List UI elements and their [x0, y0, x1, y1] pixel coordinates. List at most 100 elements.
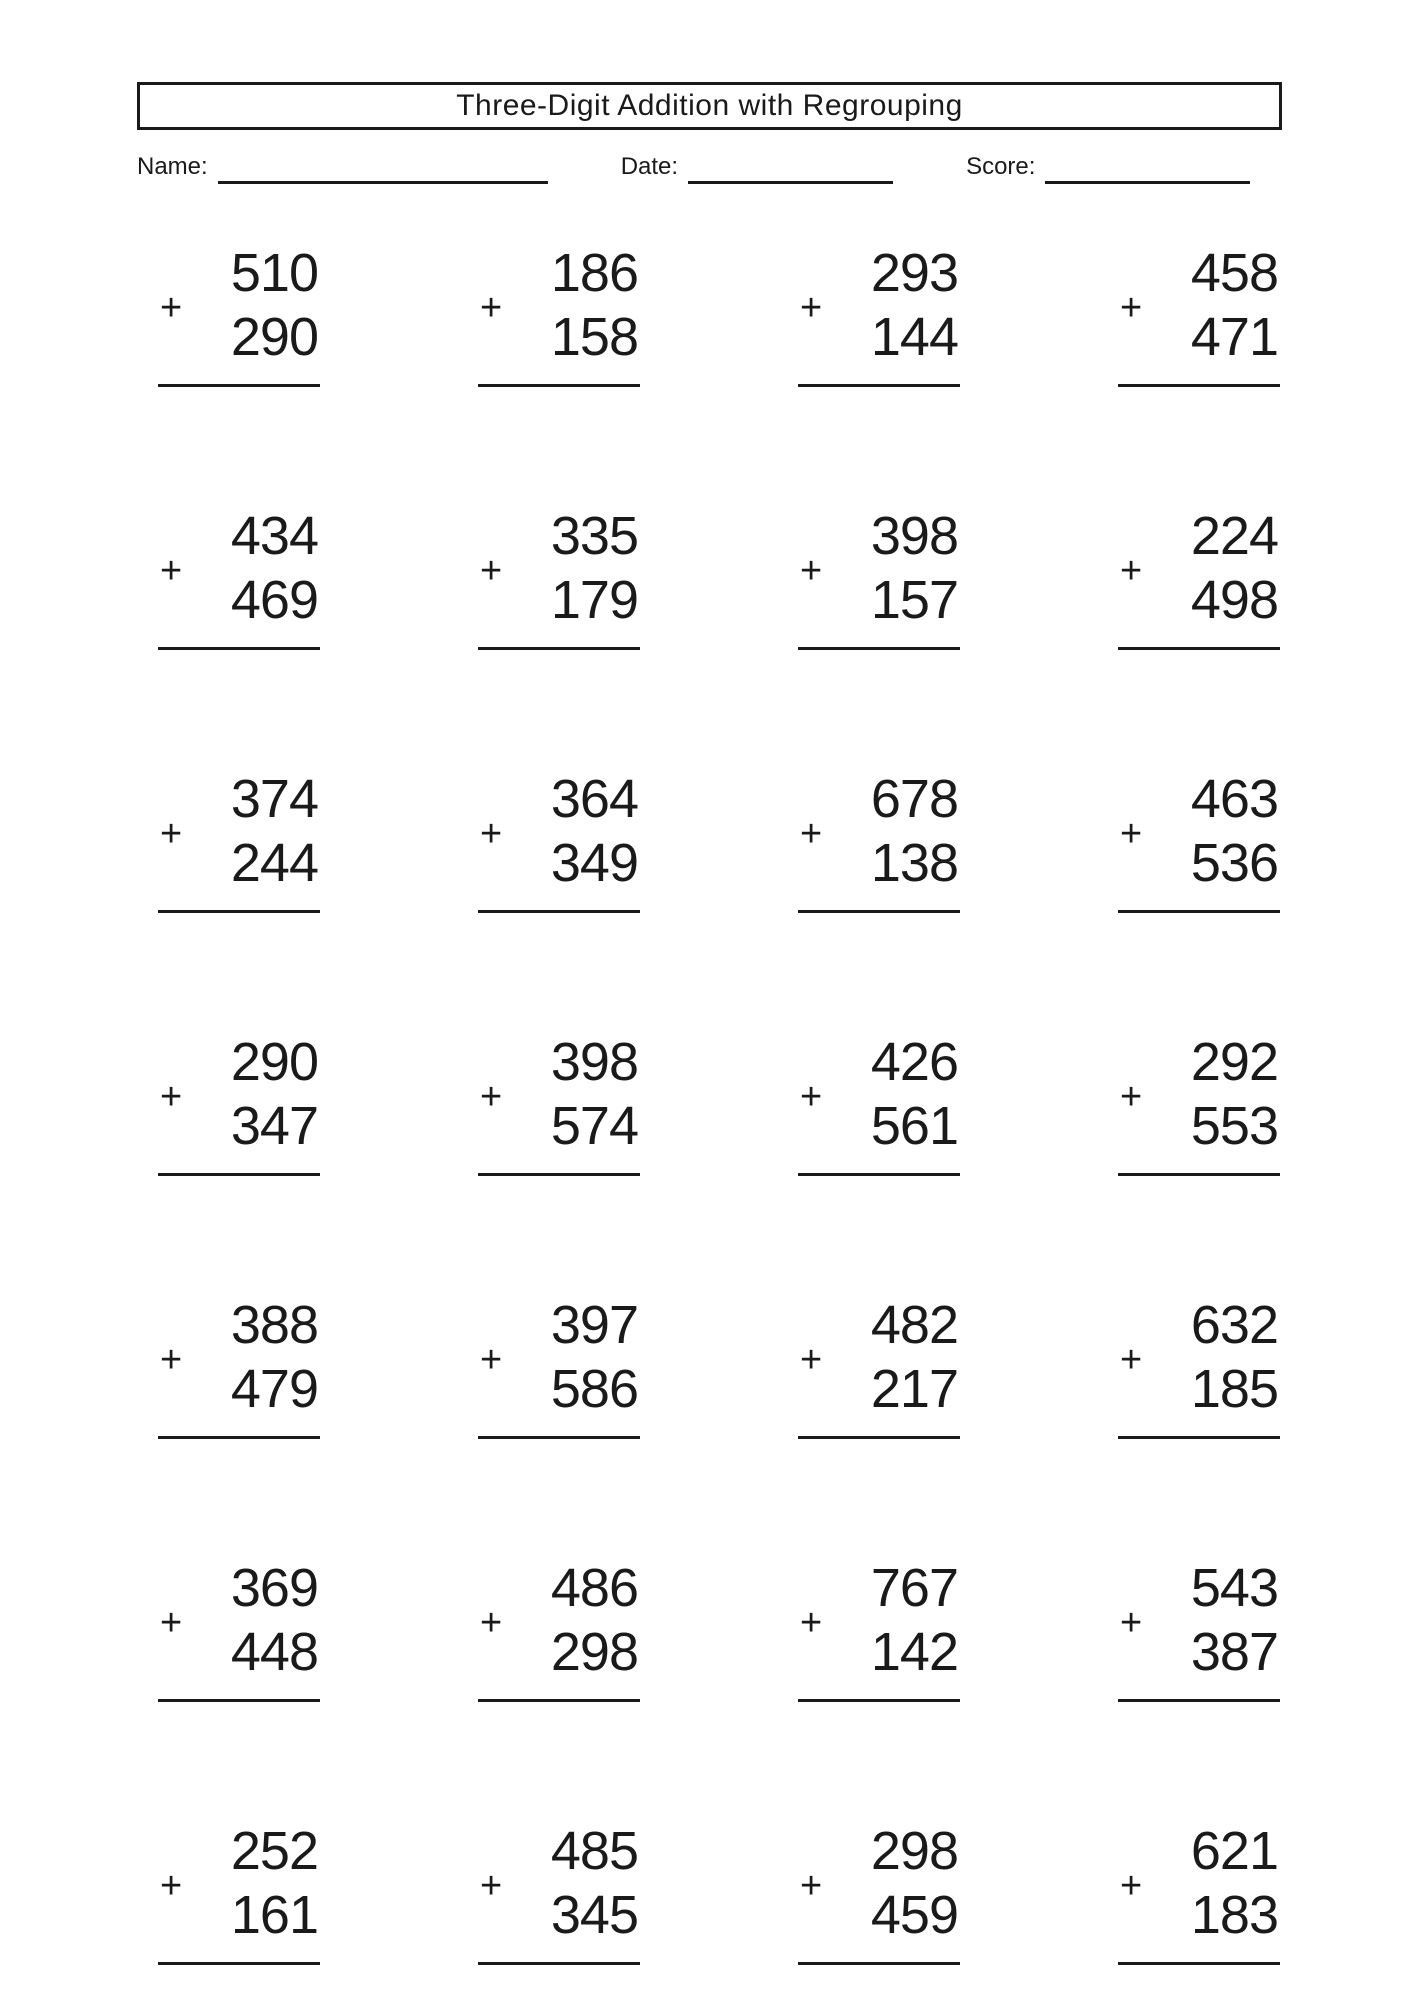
plus-operator: +: [800, 287, 823, 329]
plus-operator: +: [480, 287, 503, 329]
plus-operator: +: [1120, 1076, 1143, 1118]
plus-operator: +: [1120, 1602, 1143, 1644]
addition-problem: + 426 561: [798, 1035, 960, 1176]
top-addend: 397: [550, 1295, 639, 1355]
answer-line: [478, 910, 640, 913]
top-addend: 293: [870, 243, 959, 303]
bottom-addend: 536: [1190, 833, 1279, 893]
top-addend: 458: [1190, 243, 1279, 303]
bottom-addend: 553: [1190, 1096, 1279, 1156]
answer-line: [158, 1699, 320, 1702]
addition-problem: + 388 479: [158, 1295, 320, 1439]
addition-problem: + 678 138: [798, 769, 960, 913]
plus-operator: +: [480, 813, 503, 855]
bottom-addend: 183: [1190, 1885, 1279, 1945]
bottom-addend: 347: [230, 1096, 319, 1156]
bottom-addend: 157: [870, 570, 959, 630]
answer-line: [1118, 647, 1280, 650]
bottom-addend: 586: [550, 1359, 639, 1419]
addition-problem: + 486 298: [478, 1558, 640, 1702]
answer-line: [798, 910, 960, 913]
bottom-addend: 345: [550, 1885, 639, 1945]
answer-line: [1118, 1699, 1280, 1702]
top-addend: 388: [230, 1295, 319, 1355]
top-addend: 335: [550, 506, 639, 566]
answer-line: [158, 1173, 320, 1176]
top-addend: 510: [230, 243, 319, 303]
top-addend: 398: [550, 1032, 639, 1092]
problems-grid: + 510 290 + 186 158 + 293 144 + 458 471 …: [158, 243, 1280, 1965]
top-addend: 186: [550, 243, 639, 303]
bottom-addend: 290: [230, 307, 319, 367]
answer-line: [1118, 1962, 1280, 1965]
addition-problem: + 252 161: [158, 1824, 320, 1965]
answer-line: [158, 1436, 320, 1439]
addition-problem: + 621 183: [1118, 1824, 1280, 1965]
addition-problem: + 463 536: [1118, 772, 1280, 913]
plus-operator: +: [1120, 1339, 1143, 1381]
bottom-addend: 471: [1190, 307, 1279, 367]
page-title: Three-Digit Addition with Regrouping: [456, 89, 963, 122]
plus-operator: +: [160, 1865, 183, 1907]
addition-problem: + 369 448: [158, 1561, 320, 1702]
answer-line: [1118, 384, 1280, 387]
bottom-addend: 158: [550, 307, 639, 367]
top-addend: 543: [1190, 1558, 1279, 1618]
addition-problem: + 398 157: [798, 506, 960, 650]
answer-line: [478, 1173, 640, 1176]
addition-problem: + 543 387: [1118, 1558, 1280, 1702]
top-addend: 298: [870, 1821, 959, 1881]
top-addend: 398: [870, 506, 959, 566]
addition-problem: + 298 459: [798, 1821, 960, 1965]
name-label: Name:: [137, 153, 208, 180]
date-field: Date:: [620, 150, 894, 184]
bottom-addend: 479: [230, 1359, 319, 1419]
plus-operator: +: [160, 813, 183, 855]
top-addend: 767: [870, 1558, 959, 1618]
plus-operator: +: [800, 1076, 823, 1118]
bottom-addend: 469: [230, 570, 319, 630]
answer-line: [478, 1962, 640, 1965]
answer-line: [798, 384, 960, 387]
date-blank-line: [688, 151, 894, 184]
plus-operator: +: [480, 1076, 503, 1118]
addition-problem: + 510 290: [158, 243, 320, 387]
score-field: Score:: [966, 150, 1251, 184]
bottom-addend: 185: [1190, 1359, 1279, 1419]
plus-operator: +: [1120, 1865, 1143, 1907]
bottom-addend: 298: [550, 1622, 639, 1682]
header-fields: Name: Date: Score:: [137, 150, 1282, 184]
plus-operator: +: [160, 287, 183, 329]
bottom-addend: 448: [230, 1622, 319, 1682]
plus-operator: +: [1120, 813, 1143, 855]
addition-problem: + 335 179: [478, 506, 640, 650]
answer-line: [798, 1436, 960, 1439]
date-label: Date:: [620, 153, 679, 180]
top-addend: 292: [1190, 1032, 1279, 1092]
plus-operator: +: [800, 1865, 823, 1907]
top-addend: 290: [230, 1032, 319, 1092]
bottom-addend: 161: [230, 1885, 319, 1945]
answer-line: [1118, 1173, 1280, 1176]
top-addend: 486: [550, 1558, 639, 1618]
top-addend: 678: [870, 769, 959, 829]
addition-problem: + 186 158: [478, 243, 640, 387]
name-blank-line: [217, 151, 548, 184]
answer-line: [158, 1962, 320, 1965]
addition-problem: + 398 574: [478, 1032, 640, 1176]
plus-operator: +: [1120, 550, 1143, 592]
plus-operator: +: [160, 550, 183, 592]
bottom-addend: 217: [870, 1359, 959, 1419]
plus-operator: +: [1120, 287, 1143, 329]
top-addend: 434: [230, 506, 319, 566]
bottom-addend: 498: [1190, 570, 1279, 630]
bottom-addend: 142: [870, 1622, 959, 1682]
answer-line: [798, 1962, 960, 1965]
addition-problem: + 434 469: [158, 506, 320, 650]
top-addend: 224: [1190, 506, 1279, 566]
addition-problem: + 767 142: [798, 1558, 960, 1702]
bottom-addend: 574: [550, 1096, 639, 1156]
plus-operator: +: [480, 550, 503, 592]
answer-line: [158, 384, 320, 387]
